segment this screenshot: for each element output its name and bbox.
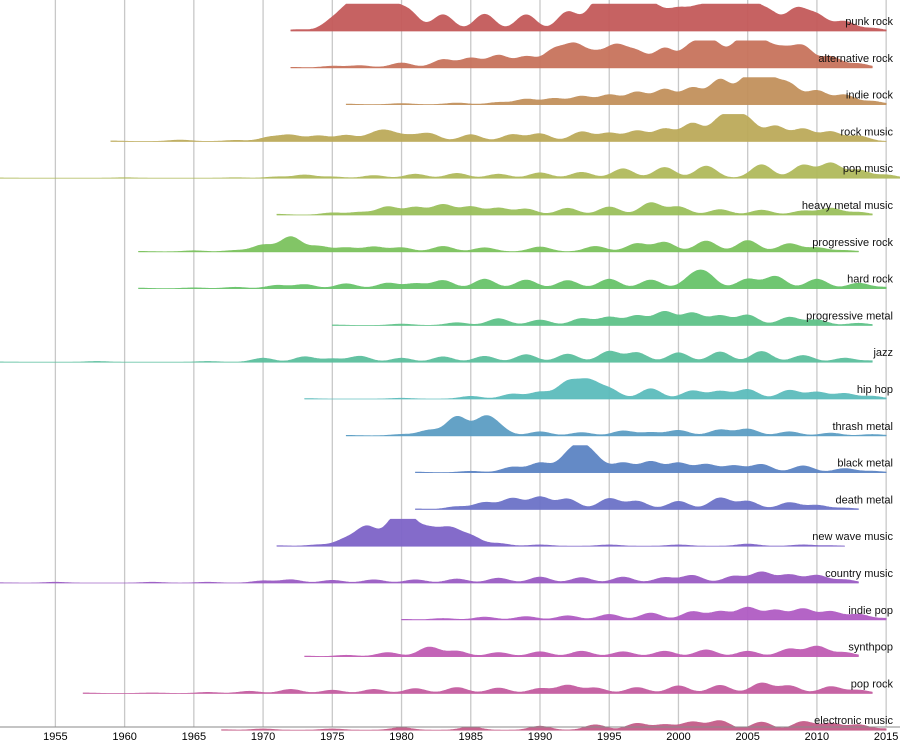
ridge-area-hip-hop bbox=[304, 378, 887, 400]
ridge-area-thrash-metal bbox=[345, 415, 887, 437]
ridge-pop-music: pop music bbox=[0, 162, 900, 179]
x-tick-label-2005: 2005 bbox=[735, 731, 759, 743]
ridge-label-alternative-rock: alternative rock bbox=[818, 53, 893, 65]
ridge-pop-rock: pop rock bbox=[82, 678, 894, 694]
x-tick-label-2010: 2010 bbox=[805, 731, 829, 743]
ridge-area-synthpop bbox=[304, 645, 859, 657]
x-tick-label-1955: 1955 bbox=[43, 731, 67, 743]
ridge-thrash-metal: thrash metal bbox=[345, 415, 893, 437]
ridge-alternative-rock: alternative rock bbox=[290, 40, 893, 69]
ridge-area-black-metal bbox=[415, 445, 887, 473]
ridge-label-punk-rock: punk rock bbox=[845, 16, 893, 28]
ridge-indie-pop: indie pop bbox=[401, 605, 893, 621]
ridge-label-death-metal: death metal bbox=[836, 494, 893, 506]
ridge-area-alternative-rock bbox=[290, 40, 873, 69]
ridge-label-thrash-metal: thrash metal bbox=[832, 421, 893, 433]
x-tick-label-1980: 1980 bbox=[389, 731, 413, 743]
ridge-area-jazz bbox=[0, 350, 873, 363]
ridge-electronic-music: electronic music bbox=[221, 715, 893, 731]
x-tick-label-1965: 1965 bbox=[182, 731, 206, 743]
ridge-death-metal: death metal bbox=[415, 494, 893, 510]
ridge-area-heavy-metal-music bbox=[276, 202, 873, 216]
ridges: punk rock alternative rock indie rock rock … bbox=[0, 3, 900, 731]
ridge-area-pop-music bbox=[0, 162, 900, 179]
ridge-label-heavy-metal-music: heavy metal music bbox=[802, 200, 894, 212]
ridge-area-indie-pop bbox=[401, 606, 887, 621]
ridge-label-electronic-music: electronic music bbox=[814, 715, 893, 727]
x-tick-label-1995: 1995 bbox=[597, 731, 621, 743]
ridge-label-progressive-metal: progressive metal bbox=[806, 310, 893, 322]
ridge-new-wave-music: new wave music bbox=[276, 518, 893, 547]
x-tick-label-1975: 1975 bbox=[320, 731, 344, 743]
ridge-black-metal: black metal bbox=[415, 445, 893, 474]
ridge-label-indie-rock: indie rock bbox=[846, 90, 894, 102]
ridge-label-new-wave-music: new wave music bbox=[812, 531, 893, 543]
ridge-label-country-music: country music bbox=[825, 568, 893, 580]
ridge-area-death-metal bbox=[415, 496, 859, 510]
ridge-synthpop: synthpop bbox=[304, 642, 893, 657]
x-axis: 1955 1960 1965 1970 1975 1980 1985 1990 1995 2000… bbox=[0, 726, 900, 743]
ridge-label-jazz: jazz bbox=[872, 347, 893, 359]
ridge-label-rock-music: rock music bbox=[840, 126, 893, 138]
ridge-heavy-metal-music: heavy metal music bbox=[276, 200, 894, 216]
x-tick-label-1985: 1985 bbox=[459, 731, 483, 743]
ridge-label-hard-rock: hard rock bbox=[847, 274, 893, 286]
ridge-label-progressive-rock: progressive rock bbox=[812, 237, 893, 249]
ridge-country-music: country music bbox=[0, 568, 893, 584]
ridge-area-hard-rock bbox=[138, 269, 887, 289]
ridge-jazz: jazz bbox=[0, 347, 893, 363]
ridge-label-indie-pop: indie pop bbox=[848, 605, 893, 617]
ridge-area-rock-music bbox=[110, 114, 887, 142]
ridge-area-indie-rock bbox=[345, 77, 887, 105]
x-tick-label-2000: 2000 bbox=[666, 731, 690, 743]
ridge-progressive-metal: progressive metal bbox=[332, 310, 893, 326]
ridge-area-pop-rock bbox=[82, 682, 873, 694]
ridge-area-progressive-rock bbox=[138, 236, 859, 253]
x-tick-label-1970: 1970 bbox=[251, 731, 275, 743]
x-tick-label-2015: 2015 bbox=[874, 731, 898, 743]
ridge-label-black-metal: black metal bbox=[837, 458, 893, 470]
ridge-area-progressive-metal bbox=[332, 311, 873, 326]
ridge-hip-hop: hip hop bbox=[304, 378, 893, 400]
ridge-punk-rock: punk rock bbox=[290, 3, 893, 32]
ridge-area-new-wave-music bbox=[276, 518, 845, 547]
ridge-area-punk-rock bbox=[290, 3, 887, 32]
ridge-label-pop-music: pop music bbox=[843, 163, 894, 175]
ridge-indie-rock: indie rock bbox=[345, 77, 894, 105]
ridge-area-electronic-music bbox=[221, 720, 887, 731]
ridge-label-pop-rock: pop rock bbox=[851, 678, 894, 690]
ridge-hard-rock: hard rock bbox=[138, 269, 893, 290]
ridge-rock-music: rock music bbox=[110, 114, 893, 142]
x-tick-label-1960: 1960 bbox=[112, 731, 136, 743]
ridge-area-country-music bbox=[0, 571, 859, 584]
x-tick-label-1990: 1990 bbox=[528, 731, 552, 743]
ridge-label-hip-hop: hip hop bbox=[857, 384, 893, 396]
ridge-progressive-rock: progressive rock bbox=[138, 236, 893, 253]
ridge-label-synthpop: synthpop bbox=[848, 642, 893, 654]
